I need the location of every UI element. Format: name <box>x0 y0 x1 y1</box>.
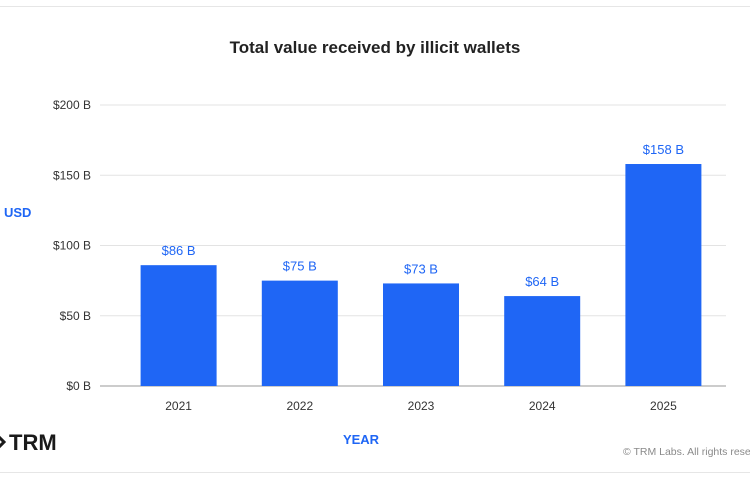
y-tick-labels: $0 B $50 B $100 B $150 B $200 B <box>53 98 91 393</box>
chart-title: Total value received by illicit wallets <box>230 38 521 57</box>
x-tick-labels: 2021 2022 2023 2024 2025 <box>165 399 677 413</box>
x-tick-label-2024: 2024 <box>529 399 556 413</box>
data-label-2025: $158 B <box>643 142 684 157</box>
x-tick-label-2022: 2022 <box>286 399 313 413</box>
x-axis-label: YEAR <box>343 432 380 447</box>
bar-2024 <box>504 296 581 386</box>
y-tick-label: $150 B <box>53 168 91 182</box>
data-label-2024: $64 B <box>525 274 559 289</box>
copyright-text: © TRM Labs. All rights rese <box>623 446 750 458</box>
y-tick-label: $200 B <box>53 98 91 112</box>
x-tick-label-2023: 2023 <box>408 399 435 413</box>
data-label-2023: $73 B <box>404 261 438 276</box>
bar-2022 <box>261 280 338 386</box>
x-tick-label-2025: 2025 <box>650 399 677 413</box>
bar-2021 <box>140 265 217 386</box>
data-labels: $86 B $75 B $73 B $64 B $158 B <box>162 142 684 289</box>
bar-2025 <box>625 164 702 386</box>
y-tick-label: $50 B <box>60 309 91 323</box>
data-label-2021: $86 B <box>162 243 196 258</box>
bottom-border <box>0 472 750 473</box>
data-label-2022: $75 B <box>283 259 317 274</box>
logo-chevron-icon <box>0 435 7 449</box>
y-axis-label: USD <box>4 205 31 220</box>
trm-logo: TRM <box>0 430 57 455</box>
bar-2023 <box>383 283 459 386</box>
y-tick-label: $0 B <box>66 379 91 393</box>
logo-text: TRM <box>9 430 57 455</box>
x-tick-label-2021: 2021 <box>165 399 192 413</box>
bars <box>140 164 702 386</box>
top-border <box>0 6 750 7</box>
y-tick-label: $100 B <box>53 239 91 253</box>
